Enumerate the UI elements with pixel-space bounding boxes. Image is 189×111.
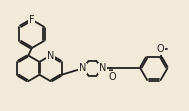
Text: N: N — [47, 51, 54, 60]
Text: O: O — [157, 44, 164, 54]
Text: F: F — [29, 15, 35, 25]
Text: N: N — [79, 63, 86, 73]
Text: O: O — [109, 72, 116, 82]
Text: N: N — [98, 63, 106, 73]
